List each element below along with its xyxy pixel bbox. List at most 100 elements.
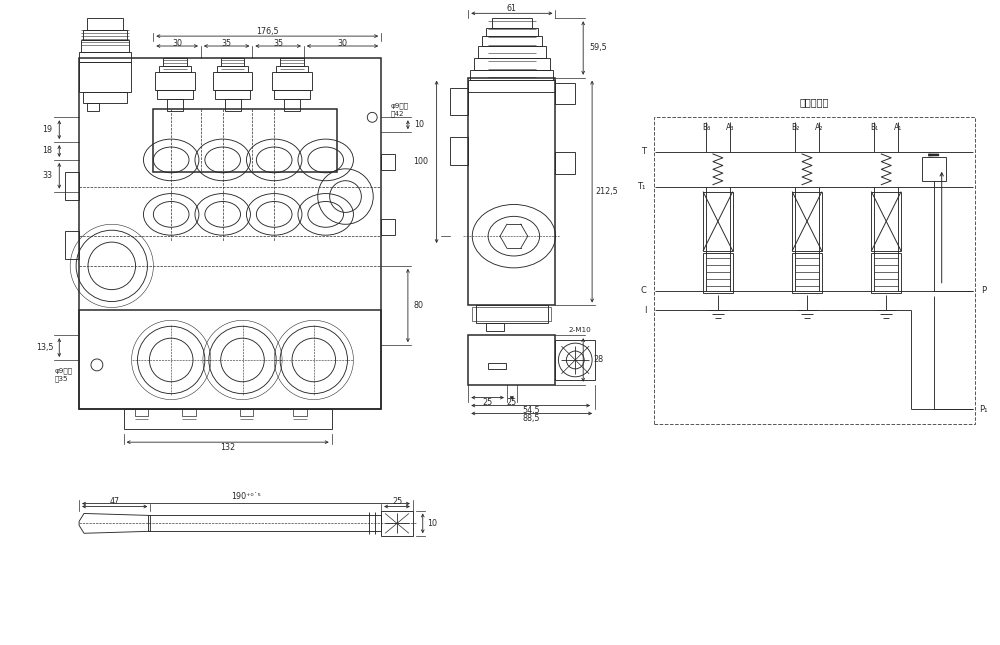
Bar xyxy=(381,219,395,235)
Text: 176,5: 176,5 xyxy=(256,26,279,35)
Bar xyxy=(225,99,241,112)
Text: 212,5: 212,5 xyxy=(596,187,618,196)
Bar xyxy=(65,231,79,259)
Bar xyxy=(79,58,381,410)
Bar xyxy=(703,253,733,293)
Bar xyxy=(871,253,901,293)
Text: 30: 30 xyxy=(338,39,348,48)
Bar xyxy=(293,410,307,417)
Bar xyxy=(79,62,131,92)
Text: 35: 35 xyxy=(273,39,283,48)
Bar xyxy=(65,172,79,199)
Bar xyxy=(83,30,127,40)
Bar xyxy=(167,99,183,112)
Text: A₁: A₁ xyxy=(894,123,902,132)
Bar xyxy=(450,88,468,115)
Bar xyxy=(159,66,191,72)
Bar xyxy=(792,253,822,293)
Bar xyxy=(280,58,304,66)
Bar xyxy=(272,72,312,90)
Bar xyxy=(472,308,551,321)
Text: B₂: B₂ xyxy=(791,123,799,132)
Bar xyxy=(871,192,901,251)
Text: 80: 80 xyxy=(414,301,424,310)
Text: B₃: B₃ xyxy=(702,123,710,132)
Text: 13,5: 13,5 xyxy=(36,343,53,352)
Bar xyxy=(81,40,129,52)
Bar xyxy=(240,410,253,417)
Bar xyxy=(381,510,413,536)
Text: 2-M10: 2-M10 xyxy=(569,327,592,333)
Bar xyxy=(87,103,99,112)
Text: 59,5: 59,5 xyxy=(589,43,607,52)
Bar xyxy=(468,80,555,92)
Text: 28: 28 xyxy=(593,355,603,364)
Bar xyxy=(124,410,332,430)
Text: 190⁺⁰˙⁵: 190⁺⁰˙⁵ xyxy=(231,492,261,501)
Bar xyxy=(217,66,248,72)
Text: 液压原理图: 液压原理图 xyxy=(799,97,829,108)
Bar xyxy=(488,363,506,369)
Text: A₂: A₂ xyxy=(815,123,823,132)
Text: 61: 61 xyxy=(507,4,517,13)
Bar xyxy=(555,83,575,104)
Bar xyxy=(450,137,468,165)
Text: P: P xyxy=(981,286,986,295)
Bar xyxy=(221,58,244,66)
Bar xyxy=(381,154,395,170)
Text: T₁: T₁ xyxy=(637,182,646,191)
Bar xyxy=(654,117,975,424)
Text: I: I xyxy=(644,306,647,315)
Text: 33: 33 xyxy=(42,172,52,180)
Bar xyxy=(474,58,550,70)
Text: 35: 35 xyxy=(222,39,232,48)
Bar xyxy=(215,90,250,99)
Text: 30: 30 xyxy=(172,39,182,48)
Text: 88,5: 88,5 xyxy=(523,414,540,423)
Text: 10: 10 xyxy=(414,120,424,129)
Text: 25: 25 xyxy=(507,398,517,407)
Bar xyxy=(87,18,123,30)
Text: φ9面孔
高35: φ9面孔 高35 xyxy=(54,368,72,382)
Bar xyxy=(468,77,555,306)
Text: 25: 25 xyxy=(392,497,402,506)
Text: 54,5: 54,5 xyxy=(522,406,540,415)
Bar xyxy=(486,323,504,332)
Text: C: C xyxy=(641,286,647,295)
Bar xyxy=(155,72,195,90)
Bar xyxy=(274,90,310,99)
Bar xyxy=(79,310,381,410)
Text: 25: 25 xyxy=(482,398,493,407)
Bar xyxy=(486,28,538,36)
Text: 18: 18 xyxy=(42,146,52,155)
Bar xyxy=(468,335,555,384)
Bar xyxy=(478,46,546,58)
Text: T: T xyxy=(641,148,646,157)
Bar xyxy=(555,152,575,174)
Text: 19: 19 xyxy=(42,125,52,134)
Bar xyxy=(163,58,187,66)
Text: 47: 47 xyxy=(110,497,120,506)
Bar xyxy=(922,157,946,181)
Text: 10: 10 xyxy=(428,519,438,528)
Bar xyxy=(703,192,733,251)
Text: 132: 132 xyxy=(220,442,235,451)
Bar xyxy=(470,70,553,80)
Bar xyxy=(83,92,127,103)
Bar xyxy=(79,52,131,62)
Bar xyxy=(276,66,308,72)
Bar xyxy=(213,72,252,90)
Bar xyxy=(555,340,595,380)
Bar xyxy=(792,192,822,251)
Text: B₁: B₁ xyxy=(870,123,878,132)
Bar xyxy=(157,90,193,99)
Bar xyxy=(482,36,542,46)
Bar xyxy=(153,110,337,172)
Text: 100: 100 xyxy=(413,157,428,166)
Bar xyxy=(182,410,196,417)
Bar xyxy=(284,99,300,112)
Text: A₃: A₃ xyxy=(726,123,734,132)
Text: P₁: P₁ xyxy=(979,405,988,414)
Bar xyxy=(148,515,381,531)
Bar xyxy=(476,306,548,323)
